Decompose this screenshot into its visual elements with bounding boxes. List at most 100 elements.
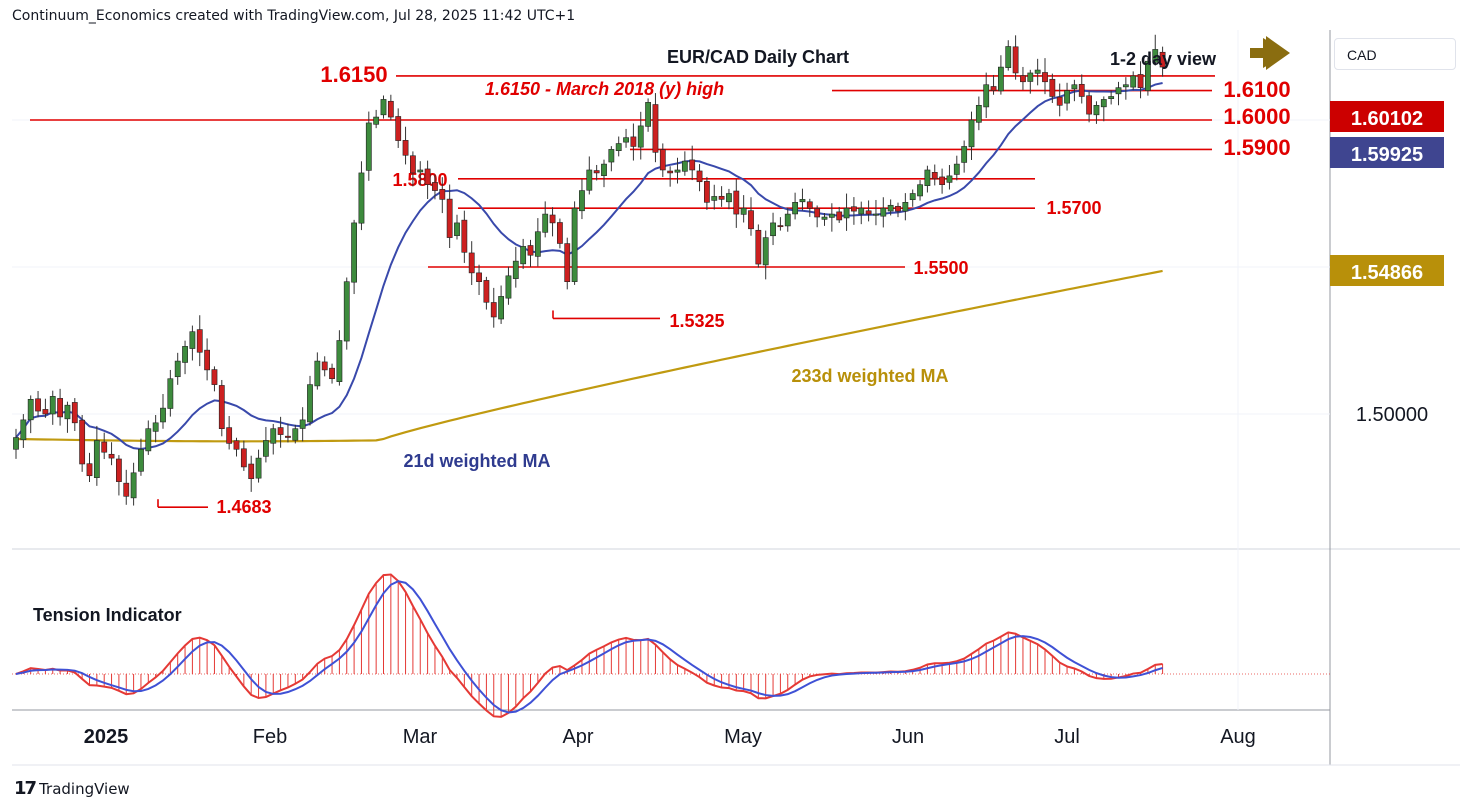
candle (454, 214, 460, 240)
ma-233d-line (15, 269, 1163, 443)
candle (262, 426, 269, 463)
candle (270, 423, 277, 455)
annotation-2018-high: 1.6150 - March 2018 (y) high (485, 79, 724, 99)
candle (586, 156, 593, 195)
candle-body (20, 419, 27, 441)
candle-body (748, 210, 754, 230)
candle (1145, 58, 1151, 96)
candle (601, 159, 607, 188)
candle-body (101, 441, 108, 453)
candle-body (556, 222, 563, 244)
candle (630, 123, 637, 161)
candle (843, 193, 850, 231)
candle-body (57, 398, 63, 418)
candle (351, 219, 357, 295)
candle-body (277, 427, 284, 435)
candle-body (351, 222, 357, 283)
candle (571, 201, 578, 285)
candle (512, 246, 519, 288)
currency-selector[interactable]: CAD (1334, 38, 1456, 70)
candle-body (755, 229, 762, 265)
candle-body (461, 219, 468, 253)
candle-body (182, 346, 188, 363)
candle (255, 449, 262, 483)
candle (733, 179, 740, 228)
price-tag-ma21: 1.59925 (1330, 137, 1444, 168)
candle-body (86, 463, 93, 477)
candle-body (196, 329, 203, 353)
candle-body (968, 119, 975, 148)
candle-body (895, 205, 901, 212)
candle (57, 388, 63, 426)
ma-21d-path (15, 82, 1163, 450)
chart-title: EUR/CAD Daily Chart (667, 47, 849, 67)
candle (468, 241, 475, 286)
candle (799, 188, 806, 211)
candle-body (593, 170, 600, 174)
candle (608, 146, 615, 172)
candle (1078, 74, 1085, 104)
candle (703, 176, 710, 210)
candle (645, 98, 651, 132)
ma-21d-label: 21d weighted MA (403, 451, 550, 471)
candle (373, 109, 380, 129)
candle (593, 164, 600, 181)
candle-body (417, 169, 424, 173)
candle-body (307, 384, 313, 423)
candle-body (1056, 96, 1063, 106)
candle-body (784, 213, 791, 227)
candle (498, 285, 504, 324)
candle (777, 217, 784, 231)
candle-body (549, 214, 556, 224)
candle-body (1034, 69, 1041, 74)
candle-body (373, 116, 380, 125)
candle (299, 407, 306, 442)
candle-body (1020, 75, 1026, 83)
candle-body (696, 170, 703, 183)
candle (917, 180, 923, 201)
candle-body (314, 360, 321, 387)
candle (409, 151, 416, 187)
candle-body (711, 196, 718, 201)
candle-body (623, 137, 629, 143)
candle (865, 200, 872, 222)
price-tag-last: 1.60102 (1330, 101, 1444, 132)
tension-indicator-title: Tension Indicator (33, 605, 182, 625)
candle-body (806, 201, 813, 209)
candle-body (27, 398, 34, 421)
view-horizon-label: 1-2 day view (1110, 49, 1217, 69)
candle (152, 415, 159, 443)
candle-body (343, 281, 350, 342)
tradingview-brand-text: TradingView (39, 779, 130, 798)
candle-body (285, 435, 291, 438)
candle (189, 325, 196, 361)
candle-body (1064, 90, 1070, 104)
candle (116, 455, 122, 496)
candle (226, 415, 233, 450)
candle-body (439, 189, 446, 200)
tension-blue-line (15, 580, 1163, 714)
candle (505, 266, 512, 305)
candle (343, 277, 350, 350)
candle (167, 369, 174, 417)
candle (961, 140, 968, 173)
candle-body (645, 102, 651, 127)
candle (983, 72, 990, 119)
candle-body (821, 216, 828, 220)
candle-body (579, 190, 585, 212)
candle (637, 111, 644, 160)
candle (1056, 83, 1063, 117)
candle (748, 197, 754, 236)
candle (718, 186, 725, 207)
candle (13, 428, 19, 459)
candle-body (1042, 72, 1048, 83)
candle (285, 423, 291, 443)
time-axis-label: Apr (562, 726, 593, 748)
candle-body (961, 146, 968, 163)
candle (461, 210, 468, 263)
candle-body (880, 207, 887, 217)
candle (424, 160, 431, 199)
tradingview-logo-icon: 17 (14, 778, 37, 799)
candle-body (226, 427, 233, 444)
